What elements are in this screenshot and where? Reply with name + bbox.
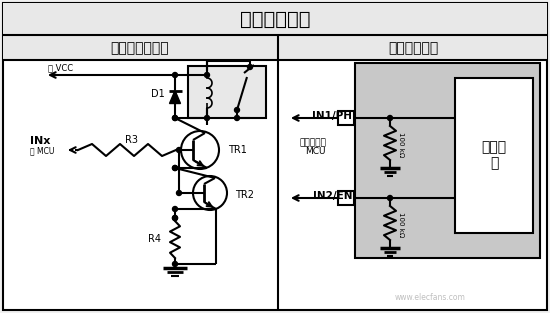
Circle shape <box>173 215 178 220</box>
Circle shape <box>173 207 178 212</box>
Text: www.elecfans.com: www.elecfans.com <box>394 294 465 302</box>
Text: 核: 核 <box>490 156 498 171</box>
Text: 100 kΩ: 100 kΩ <box>398 212 404 237</box>
Text: 继电器解决方案: 继电器解决方案 <box>111 41 169 55</box>
Polygon shape <box>169 90 180 104</box>
Text: MCU: MCU <box>305 146 326 156</box>
Circle shape <box>177 147 182 152</box>
Text: 至 MCU: 至 MCU <box>30 146 54 156</box>
Circle shape <box>173 215 178 220</box>
Text: IN2/EN: IN2/EN <box>312 191 352 201</box>
Bar <box>188 66 266 118</box>
Circle shape <box>205 73 210 78</box>
Circle shape <box>177 191 182 196</box>
Circle shape <box>234 115 239 121</box>
Text: TR1: TR1 <box>228 145 247 155</box>
Circle shape <box>173 115 178 121</box>
Circle shape <box>173 166 178 171</box>
Circle shape <box>173 166 178 171</box>
Text: INx: INx <box>30 136 51 146</box>
Bar <box>355 63 540 258</box>
Text: 固态解决方案: 固态解决方案 <box>388 41 438 55</box>
Bar <box>338 111 354 125</box>
Text: 至 VCC: 至 VCC <box>48 64 73 73</box>
Text: 数字内: 数字内 <box>481 141 507 155</box>
Text: IN1/PH: IN1/PH <box>312 111 352 121</box>
Circle shape <box>173 115 178 121</box>
Circle shape <box>388 115 393 121</box>
Text: D1: D1 <box>151 89 165 99</box>
Bar <box>338 191 354 205</box>
Text: R4: R4 <box>148 234 161 244</box>
Circle shape <box>248 64 252 69</box>
Text: 直接连接到: 直接连接到 <box>300 138 327 147</box>
Text: 100 kΩ: 100 kΩ <box>398 132 404 157</box>
Text: 数字控制接口: 数字控制接口 <box>240 9 310 28</box>
Circle shape <box>173 261 178 266</box>
Circle shape <box>234 107 239 112</box>
Text: TR2: TR2 <box>235 190 254 200</box>
Bar <box>3 35 547 60</box>
Circle shape <box>388 196 393 201</box>
Circle shape <box>173 73 178 78</box>
Circle shape <box>205 115 210 121</box>
Bar <box>455 78 533 233</box>
Text: R3: R3 <box>125 135 139 145</box>
Bar <box>3 3 547 35</box>
